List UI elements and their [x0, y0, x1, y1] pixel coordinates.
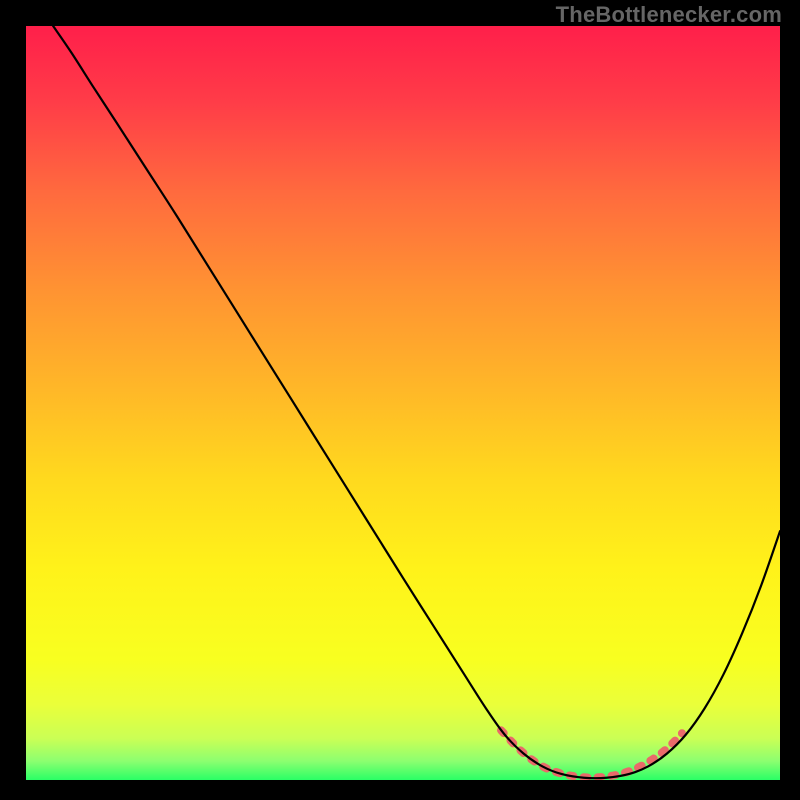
- chart-plot-area: [26, 26, 780, 780]
- watermark-text: TheBottlenecker.com: [556, 2, 782, 28]
- chart-svg: [26, 26, 780, 780]
- chart-background: [26, 26, 780, 780]
